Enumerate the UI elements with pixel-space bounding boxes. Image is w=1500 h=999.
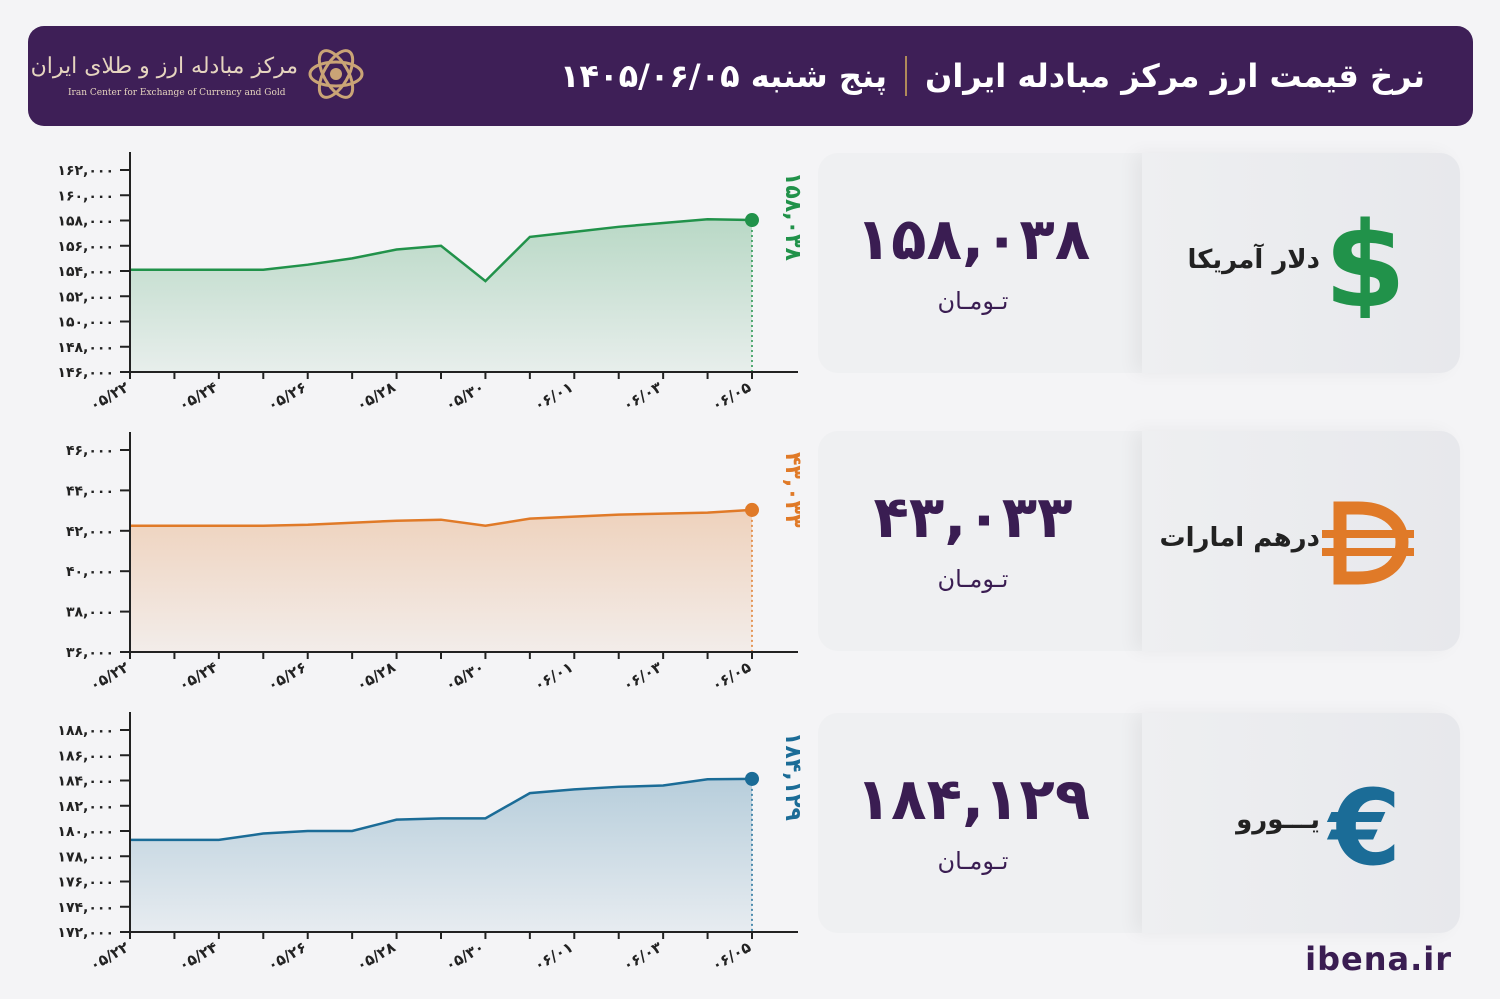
y-tick-label: ۱۵۴,۰۰۰ [57,264,114,280]
header-banner: نرخ قیمت ارز مرکز مبادله ایران پنج شنبه … [28,26,1473,126]
series-line [130,777,753,842]
logo: مرکز مبادله ارز و طلای ایران Iran Center… [30,42,398,110]
y-tick-label: ۴۲,۰۰۰ [66,524,114,540]
x-tick-label: ۰۶/۰۱ [531,938,576,975]
currency-label-panel: $ دلار آمریکا [1142,153,1460,373]
data-point-last [745,771,759,786]
series-area [130,509,752,652]
x-tick-label: ۰۵/۲۲ [87,938,132,975]
y-tick-label: ۱۷۲,۰۰۰ [57,925,114,941]
site-url[interactable]: ibena.ir [1305,940,1452,978]
y-tick-label: ۴۶,۰۰۰ [66,443,114,459]
dirham-icon [1322,501,1414,585]
dollar-icon: $ [1324,208,1406,318]
currency-price: ۴۳,۰۳۳ [873,483,1073,551]
x-tick-label: ۰۵/۲۶ [264,938,309,975]
last-value-label: ۴۳,۰۳۳ [780,452,805,528]
y-tick-label: ۱۶۰,۰۰۰ [57,188,114,204]
eur-chart: ۱۸۴,۱۲۹ ۱۸۸,۰۰۰ ۱۸۶,۰۰۰ ۱۸۴,۰۰۰ ۱۸۲,۰۰۰ ۱۸۰,۰… [57,712,805,975]
x-tick-label: ۰۶/۰۵ [709,658,754,695]
logo-emblem-icon [308,49,364,99]
y-tick-label: ۱۸۲,۰۰۰ [57,799,114,815]
series-area [130,778,752,932]
y-tick-label: ۱۶۲,۰۰۰ [57,163,114,179]
currency-label-panel: درهم امارات [1142,431,1460,651]
currency-price: ۱۸۴,۱۲۹ [855,765,1091,833]
x-tick-label: ۰۵/۲۲ [87,378,132,415]
y-tick-label: ۱۸۰,۰۰۰ [57,824,114,840]
currency-label-panel: € یـــورو [1142,713,1460,933]
last-value-label: ۱۸۴,۱۲۹ [780,732,805,821]
euro-icon: € [1327,768,1401,878]
logo-english-text: Iran Center for Exchange of Currency and… [68,88,286,98]
header-date: پنج شنبه ۱۴۰۵/۰۶/۰۵ [559,57,888,95]
x-tick-label: ۰۵/۲۸ [353,658,398,695]
x-tick-label: ۰۵/۳۰ [442,938,487,975]
y-tick-label: ۱۵۸,۰۰۰ [57,214,114,230]
x-tick-label: ۰۶/۰۳ [620,938,665,975]
x-tick-label: ۰۵/۲۶ [264,658,309,695]
page-title: نرخ قیمت ارز مرکز مبادله ایران [925,57,1425,95]
y-tick-label: ۱۷۶,۰۰۰ [57,875,114,891]
data-point-last [745,213,759,228]
y-tick-label: ۴۴,۰۰۰ [66,483,114,499]
currency-unit: تـومـان [937,287,1009,315]
y-tick-label: ۱۴۸,۰۰۰ [57,340,114,356]
x-tick-label: ۰۵/۲۲ [87,658,132,695]
x-tick-label: ۰۵/۳۰ [442,378,487,415]
y-tick-label: ۳۶,۰۰۰ [66,645,114,661]
x-tick-label: ۰۵/۲۸ [353,378,398,415]
currency-card-eur: € یـــورو ۱۸۴,۱۲۹ تـومـان [818,713,1460,933]
usd-chart: ۱۵۸,۰۳۸ ۱۶۲,۰۰۰ ۱۶۰,۰۰۰ ۱۵۸,۰۰۰ ۱۵۶,۰۰۰ ۱۵۴,۰… [57,152,805,415]
last-value-label: ۱۵۸,۰۳۸ [780,172,805,261]
y-tick-label: ۳۸,۰۰۰ [66,605,114,621]
y-tick-label: ۴۰,۰۰۰ [66,564,114,580]
currency-name: دلار آمریکا [1187,245,1320,275]
x-tick-label: ۰۵/۲۴ [175,378,220,415]
currency-price: ۱۵۸,۰۳۸ [855,205,1091,273]
y-tick-label: ۱۵۰,۰۰۰ [57,315,114,331]
y-tick-label: ۱۴۶,۰۰۰ [57,365,114,381]
x-tick-label: ۰۶/۰۵ [709,378,754,415]
x-tick-label: ۰۵/۲۴ [175,938,220,975]
currency-name: درهم امارات [1159,523,1320,553]
currency-name: یـــورو [1236,805,1320,835]
y-tick-label: ۱۷۸,۰۰۰ [57,849,114,865]
x-tick-label: ۰۶/۰۳ [620,658,665,695]
svg-text:$: $ [1324,208,1406,318]
x-tick-label: ۰۵/۲۴ [175,658,220,695]
series-area [130,219,752,372]
aed-chart: ۴۳,۰۳۳ ۴۶,۰۰۰ ۴۴,۰۰۰ ۴۲,۰۰۰ ۴۰,۰۰۰ ۳۸,۰۰۰ ۳۶,۰… [66,432,805,695]
x-tick-label: ۰۵/۲۶ [264,378,309,415]
data-point-last [745,502,759,517]
series-line [130,217,753,283]
series-line [130,508,753,528]
currency-card-usd: $ دلار آمریکا ۱۵۸,۰۳۸ تـومـان [818,153,1460,373]
x-tick-label: ۰۵/۳۰ [442,658,487,695]
y-tick-label: ۱۵۲,۰۰۰ [57,289,114,305]
currency-unit: تـومـان [937,565,1009,593]
svg-text:€: € [1327,768,1401,878]
y-tick-label: ۱۸۶,۰۰۰ [57,748,114,764]
x-tick-label: ۰۵/۲۸ [353,938,398,975]
y-tick-label: ۱۸۸,۰۰۰ [57,723,114,739]
x-tick-label: ۰۶/۰۱ [531,378,576,415]
currency-card-aed: درهم امارات ۴۳,۰۳۳ تـومـان [818,431,1460,651]
logo-persian-text: مرکز مبادله ارز و طلای ایران [30,54,298,79]
y-tick-label: ۱۷۴,۰۰۰ [57,900,114,916]
x-tick-label: ۰۶/۰۵ [709,938,754,975]
currency-unit: تـومـان [937,847,1009,875]
header-divider [905,56,908,96]
y-tick-label: ۱۵۶,۰۰۰ [57,239,114,255]
y-tick-label: ۱۸۴,۰۰۰ [57,774,114,790]
header-title-group: نرخ قیمت ارز مرکز مبادله ایران پنج شنبه … [560,52,1425,100]
x-tick-label: ۰۶/۰۳ [620,378,665,415]
x-tick-label: ۰۶/۰۱ [531,658,576,695]
